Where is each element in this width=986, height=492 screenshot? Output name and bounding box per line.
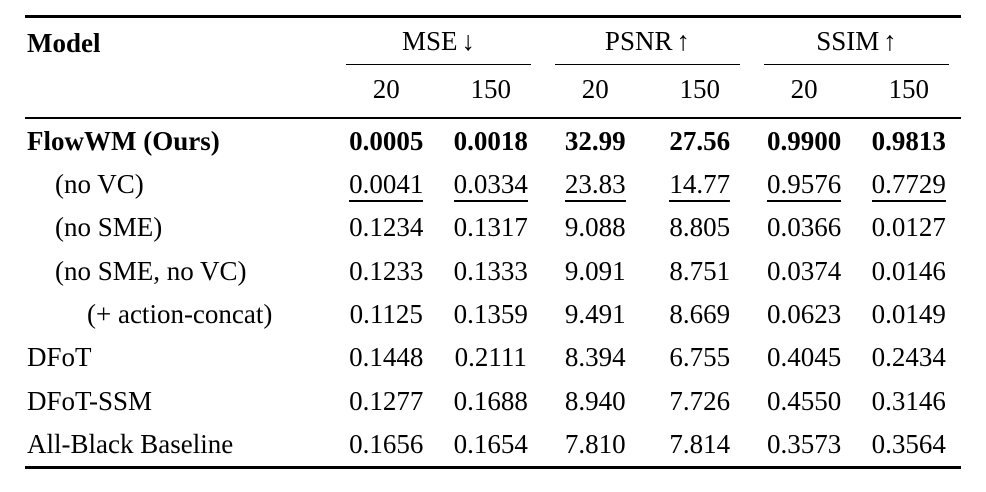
table-cell: 0.1333: [453, 255, 528, 286]
table-cell: 0.4550: [767, 385, 842, 416]
up-arrow-icon: ↑: [883, 26, 897, 56]
table-row-no-sme: (no SME) 0.1234 0.1317 9.088 8.805 0.036…: [25, 206, 961, 249]
row-label: All-Black Baseline: [27, 429, 234, 460]
row-label: FlowWM (Ours): [27, 125, 220, 156]
row-label: (no SME, no VC): [55, 255, 247, 286]
table-row-all-black-baseline: All-Black Baseline 0.1656 0.1654 7.810 7…: [25, 423, 961, 468]
table-cell: 8.805: [669, 212, 731, 243]
row-label: (+ action-concat): [87, 299, 273, 330]
table-cell: 32.99: [564, 125, 626, 156]
table-row-no-vc: (no VC) 0.0041 0.0334 23.83 14.77 0.9576…: [25, 162, 961, 205]
header-group-row: Model MSE ↓ PSNR ↑ SSIM ↑: [25, 16, 961, 119]
column-group-ssim-label: SSIM: [816, 26, 880, 56]
table-cell: 0.0149: [871, 299, 946, 330]
table-cell: 6.755: [669, 342, 731, 373]
table-cell: 0.4045: [767, 342, 842, 373]
table-cell: 0.1359: [453, 299, 528, 330]
table-cell: 0.9813: [871, 125, 946, 156]
table-row-no-sme-no-vc: (no SME, no VC) 0.1233 0.1333 9.091 8.75…: [25, 249, 961, 292]
table-cell: 0.1688: [453, 385, 528, 416]
column-group-mse-label: MSE: [401, 26, 458, 56]
table-cell: 8.394: [564, 342, 626, 373]
table-cell: 0.0005: [349, 125, 424, 156]
table-cell: 0.0366: [767, 212, 842, 243]
row-label: (no SME): [55, 212, 163, 243]
table-cell: 0.9576: [752, 162, 856, 205]
column-group-psnr: PSNR ↑: [543, 17, 752, 65]
table-cell: 0.3564: [871, 429, 946, 460]
subheader-ssim-150: 150: [856, 65, 961, 119]
subheader-mse-20: 20: [334, 65, 439, 119]
table-cell: 0.0018: [453, 125, 528, 156]
subheader-psnr-20: 20: [542, 65, 648, 119]
table-cell: 9.491: [564, 299, 626, 330]
table-row-dfot-ssm: DFoT-SSM 0.1277 0.1688 8.940 7.726 0.455…: [25, 379, 961, 422]
header-subcolumn-row: 20 150 20 150 20 150: [25, 65, 961, 119]
table-cell: 0.0623: [767, 299, 842, 330]
column-group-mse: MSE ↓: [334, 17, 543, 65]
table-cell: 0.1656: [349, 429, 424, 460]
table-cell: 8.751: [669, 255, 731, 286]
table-cell: 7.726: [669, 385, 731, 416]
down-arrow-icon: ↓: [461, 26, 476, 56]
subheader-mse-150: 150: [438, 65, 543, 119]
table-cell: 0.1233: [349, 255, 424, 286]
table-cell: 0.1448: [349, 342, 424, 373]
table-row-dfot: DFoT 0.1448 0.2111 8.394 6.755 0.4045 0.…: [25, 336, 961, 379]
column-group-psnr-label: PSNR: [604, 26, 673, 56]
up-arrow-icon: ↑: [676, 26, 690, 56]
table-cell: 0.9900: [767, 125, 842, 156]
table-cell: 0.2111: [454, 342, 527, 373]
table-cell: 7.814: [669, 429, 731, 460]
table-cell: 0.1277: [349, 385, 424, 416]
table-cell: 0.0146: [871, 255, 946, 286]
subheader-psnr-150: 150: [647, 65, 752, 119]
table-cell: 0.0374: [767, 255, 842, 286]
column-header-model: Model: [25, 16, 334, 119]
table-cell: 8.669: [669, 299, 731, 330]
results-table: Model MSE ↓ PSNR ↑ SSIM ↑: [25, 15, 961, 470]
table-cell: 0.0041: [334, 162, 438, 205]
table-cell: 0.3146: [871, 385, 946, 416]
subheader-ssim-20: 20: [751, 65, 857, 119]
table-cell: 9.088: [564, 212, 626, 243]
table-cell: 14.77: [647, 162, 751, 205]
column-group-ssim: SSIM ↑: [752, 17, 961, 65]
table-row-flowwm: FlowWM (Ours) 0.0005 0.0018 32.99 27.56 …: [25, 118, 961, 162]
row-label: DFoT-SSM: [27, 385, 153, 416]
table-cell: 0.2434: [871, 342, 946, 373]
table-cell: 8.940: [564, 385, 626, 416]
row-label: DFoT: [27, 342, 92, 373]
table-cell: 7.810: [564, 429, 626, 460]
row-label: (no VC): [55, 168, 144, 199]
table-cell: 0.7729: [856, 162, 961, 205]
table-cell: 0.1125: [349, 299, 423, 330]
table-cell: 23.83: [543, 162, 647, 205]
table-cell: 0.1234: [349, 212, 424, 243]
table-cell: 0.3573: [767, 429, 842, 460]
table-cell: 0.0127: [871, 212, 946, 243]
table-cell: 0.1654: [453, 429, 528, 460]
table-row-action-concat: (+ action-concat) 0.1125 0.1359 9.491 8.…: [25, 293, 961, 336]
table-cell: 9.091: [564, 255, 626, 286]
table-cell: 0.0334: [438, 162, 542, 205]
table-cell: 27.56: [669, 125, 731, 156]
table-cell: 0.1317: [453, 212, 528, 243]
